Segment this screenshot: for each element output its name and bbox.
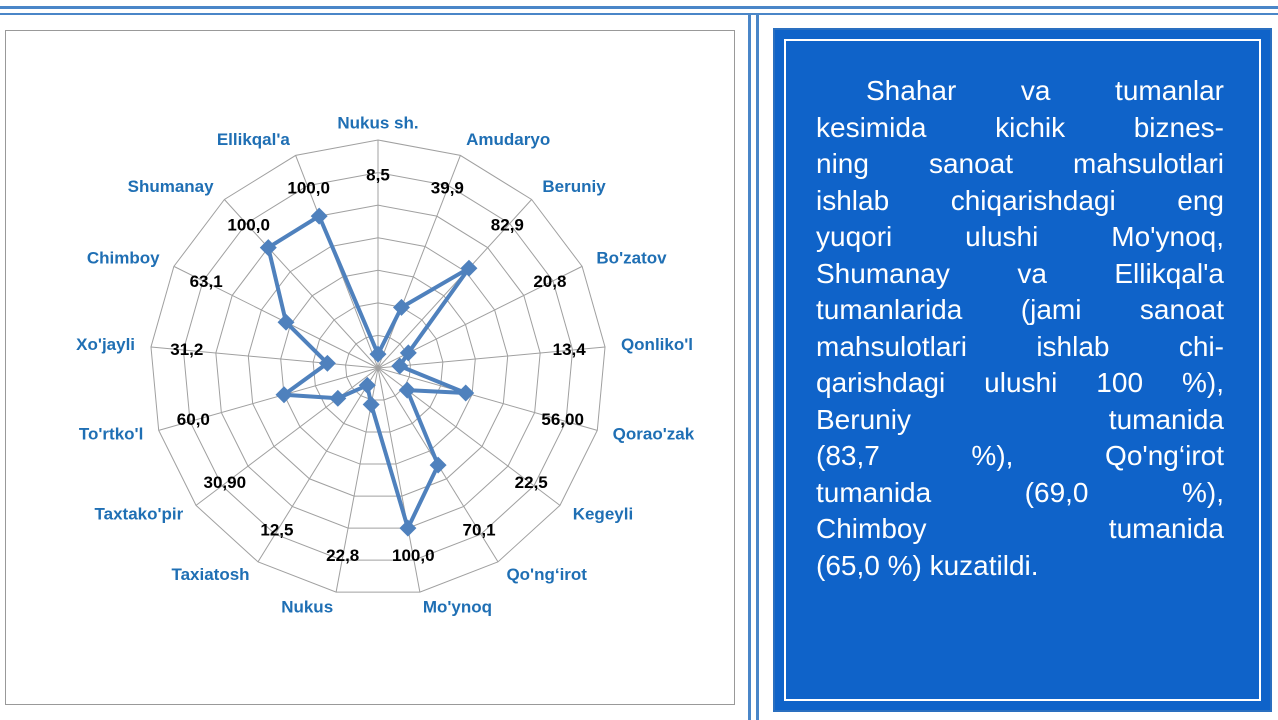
rule [756, 15, 759, 720]
marker [277, 313, 295, 331]
series-line [266, 214, 471, 531]
spoke [150, 346, 379, 369]
text-line: Shumanay va Ellikqal'a [816, 257, 1224, 289]
value-label: 13,4 [553, 340, 587, 359]
value-label: 31,2 [170, 340, 203, 359]
rule [0, 6, 1278, 9]
spoke [377, 199, 532, 369]
value-label: 12,5 [260, 521, 293, 540]
value-label: 56,00 [541, 410, 584, 429]
marker [399, 519, 417, 537]
marker [259, 239, 277, 257]
value-label: 20,8 [533, 272, 566, 291]
spoke [377, 346, 606, 369]
value-label: 100,0 [392, 546, 435, 565]
marker [275, 386, 293, 404]
category-label: Bo'zatov [596, 249, 667, 268]
spoke [158, 367, 379, 431]
marker [392, 298, 410, 316]
marker [358, 376, 376, 394]
category-label: Amudaryo [466, 130, 550, 149]
marker [329, 389, 347, 407]
text-line: ning sanoat mahsulotlari [816, 148, 1224, 179]
text-line: (65,0 %) kuzatildi. [816, 549, 1039, 581]
value-label: 22,8 [326, 546, 359, 565]
spoke [173, 265, 379, 369]
category-label: Xo'jayli [76, 335, 135, 354]
category-label: Ellikqal'a [217, 130, 291, 149]
category-label: To'rtko'l [79, 424, 143, 443]
category-label: Taxiatosh [171, 565, 249, 584]
grid-ring [215, 204, 541, 529]
category-label: Taxtako'pir [95, 505, 184, 524]
marker [429, 456, 447, 474]
text-line: tumanida (69,0 %), [816, 476, 1224, 508]
category-label: Nukus sh. [337, 113, 418, 132]
category-label: Beruniy [542, 177, 606, 196]
marker [362, 396, 380, 413]
text-line: (83,7 %), Qo'ng‘irot [816, 440, 1224, 471]
marker [318, 354, 336, 372]
text-line: Chimboy tumanida [816, 513, 1224, 544]
spoke [195, 367, 379, 506]
text-line: qarishdagi ulushi 100 %), [816, 367, 1224, 398]
text-line: yuqori ulushi Mo'ynoq, [816, 221, 1224, 252]
marker [369, 345, 387, 363]
value-label: 8,5 [366, 165, 390, 184]
marker [457, 384, 475, 402]
rule [0, 13, 1278, 15]
spoke [224, 199, 379, 369]
text-line: Shahar va tumanlar [866, 75, 1224, 106]
value-label: 60,0 [177, 410, 210, 429]
marker [460, 259, 478, 277]
spoke [377, 367, 598, 431]
category-label: Qo'ng‘irot [506, 565, 587, 584]
text-box-border [784, 39, 1261, 701]
value-label: 22,5 [515, 473, 548, 492]
grid-ring [280, 269, 476, 465]
category-label: Kegeyli [573, 505, 633, 524]
value-label: 70,1 [463, 521, 496, 540]
spoke [377, 155, 461, 369]
text-box: Shahar va tumanlar kesimida kichik biznes… [773, 28, 1272, 712]
text-line: mahsulotlari ishlab chi- [816, 330, 1224, 362]
chart: Nukus sh. 8,5 Amudaryo 39,9 Beruniy 82,9 Bo'za… [5, 30, 735, 705]
text: Shahar va tumanlar kesimida kichik biznes… [816, 73, 1224, 584]
spoke [257, 367, 379, 563]
category-label: Nukus [281, 597, 333, 616]
value-label: 100,0 [227, 216, 270, 235]
category-label: Shumanay [128, 177, 215, 196]
value-label: 39,9 [431, 178, 464, 197]
value-label: 100,0 [287, 178, 330, 197]
marker [398, 381, 416, 399]
grid-ring [247, 237, 509, 497]
marker [399, 344, 417, 362]
text-line: tumanlarida (jami sanoat [816, 294, 1224, 325]
text-line: Beruniy tumanida [816, 403, 1224, 435]
category-label: Mo'ynoq [423, 597, 492, 616]
category-label: Qorao'zak [613, 424, 695, 443]
rule [748, 15, 751, 720]
value-label: 30,90 [204, 473, 247, 492]
category-label: Qonliko'l [621, 335, 693, 354]
marker [391, 357, 409, 375]
grid-ring [182, 172, 574, 561]
value-label: 82,9 [491, 216, 524, 235]
text-line: kesimida kichik biznes- [816, 111, 1224, 143]
value-label: 63,1 [190, 272, 223, 291]
spoke [377, 367, 421, 593]
category-label: Chimboy [87, 249, 160, 268]
marker [310, 207, 328, 225]
grid-ring [150, 139, 606, 593]
text-line: ishlab chiqarishdagi eng [816, 184, 1224, 216]
